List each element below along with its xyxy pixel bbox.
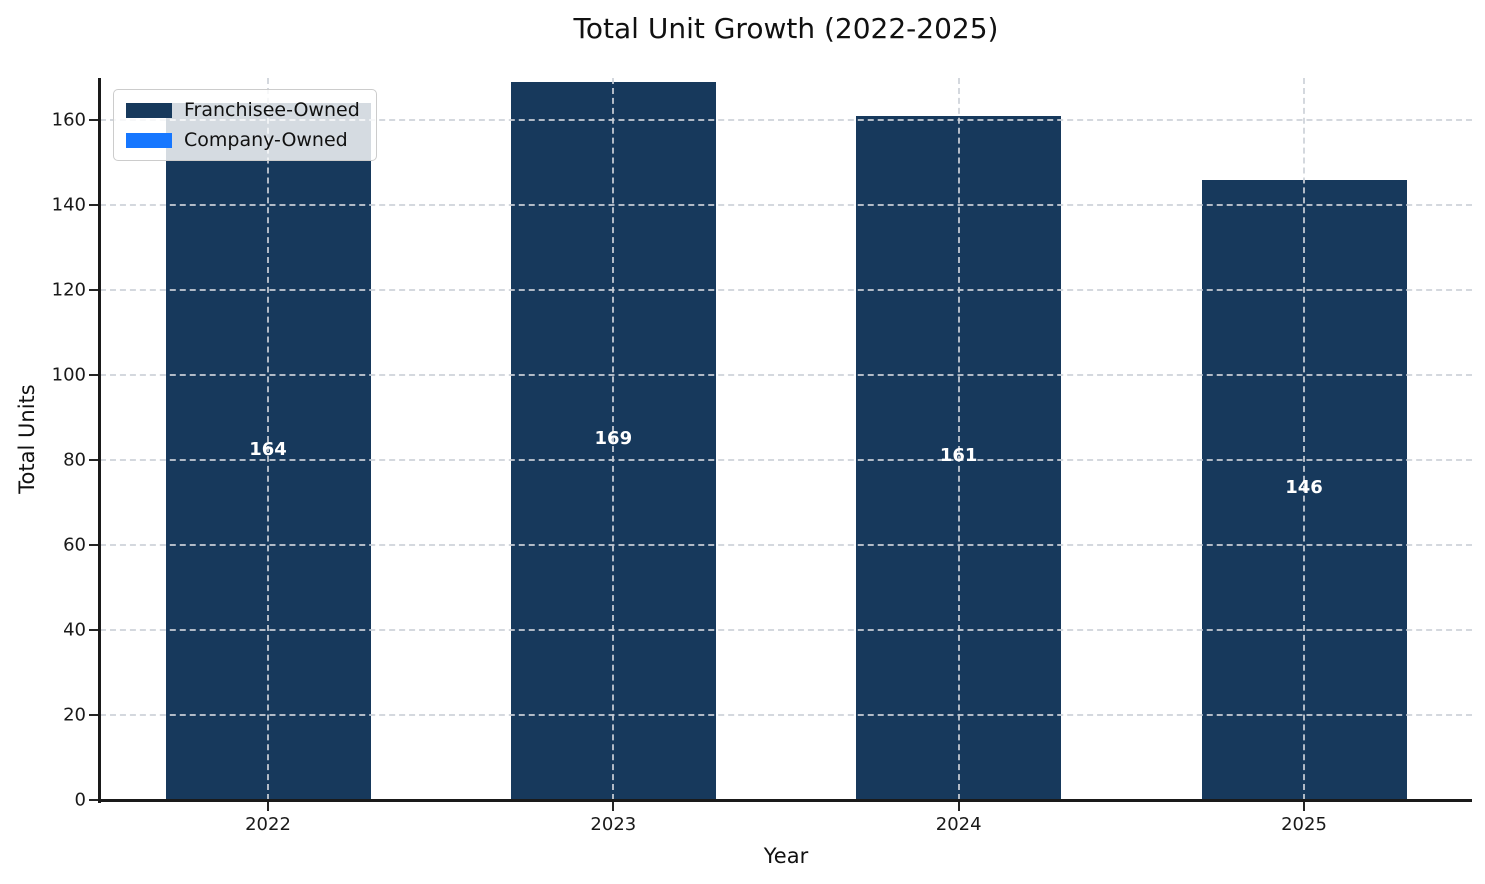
legend-label: Franchisee-Owned (184, 99, 360, 121)
bar-value-label: 161 (939, 445, 978, 467)
y-axis-spine (98, 78, 101, 803)
legend-swatch-company-owned (126, 132, 172, 148)
y-tick-mark (89, 629, 98, 632)
legend: Franchisee-Owned Company-Owned (113, 89, 377, 161)
y-tick-mark (89, 204, 98, 207)
horizontal-gridline (100, 459, 1472, 462)
bar-value-label: 146 (1285, 476, 1323, 498)
y-tick-label: 100 (51, 364, 86, 386)
vertical-gridline (267, 78, 269, 800)
legend-item-franchisee-owned: Franchisee-Owned (126, 99, 360, 121)
x-tick-mark (267, 802, 269, 811)
legend-label: Company-Owned (184, 129, 348, 151)
x-axis-label: Year (763, 844, 809, 868)
plot-area: Franchisee-Owned Company-Owned 0 20 40 60 80 1… (52, 78, 1472, 835)
y-tick-mark (89, 714, 98, 717)
y-tick-label: 80 (63, 449, 86, 471)
y-tick-label: 20 (63, 704, 86, 726)
bar-value-label: 169 (594, 428, 633, 450)
y-axis-label: Total Units (15, 384, 39, 494)
y-tick-mark (89, 459, 98, 462)
x-tick-mark (612, 802, 615, 811)
vertical-gridline (957, 78, 960, 800)
horizontal-gridline (100, 544, 1472, 547)
horizontal-gridline (100, 629, 1472, 632)
y-tick-mark (89, 544, 98, 547)
y-tick-mark (89, 799, 98, 801)
y-tick-label: 40 (63, 619, 86, 641)
x-tick-mark (957, 802, 960, 811)
x-tick-label: 2022 (245, 814, 291, 835)
y-tick-mark (89, 289, 98, 292)
vertical-gridline (612, 78, 615, 800)
horizontal-gridline (100, 374, 1472, 377)
x-axis-spine (98, 799, 1472, 802)
x-tick-label: 2023 (590, 814, 637, 835)
y-tick-label: 60 (63, 534, 86, 556)
horizontal-gridline (100, 289, 1472, 292)
y-tick-label: 140 (51, 194, 86, 216)
bar-value-label: 164 (249, 438, 287, 460)
horizontal-gridline (100, 714, 1472, 717)
y-tick-label: 120 (51, 279, 86, 301)
legend-item-company-owned: Company-Owned (126, 129, 360, 151)
horizontal-gridline (100, 119, 1472, 122)
chart-title: Total Unit Growth (2022-2025) (573, 12, 999, 45)
horizontal-gridline (100, 204, 1472, 207)
y-tick-mark (89, 119, 98, 122)
y-tick-label: 160 (51, 109, 86, 131)
x-tick-label: 2025 (1281, 814, 1327, 835)
y-tick-mark (89, 374, 98, 377)
legend-swatch-franchisee-owned (126, 102, 172, 118)
x-tick-label: 2024 (935, 814, 982, 835)
y-tick-label: 0 (74, 789, 86, 811)
vertical-gridline (1303, 78, 1305, 800)
x-tick-mark (1303, 802, 1305, 811)
